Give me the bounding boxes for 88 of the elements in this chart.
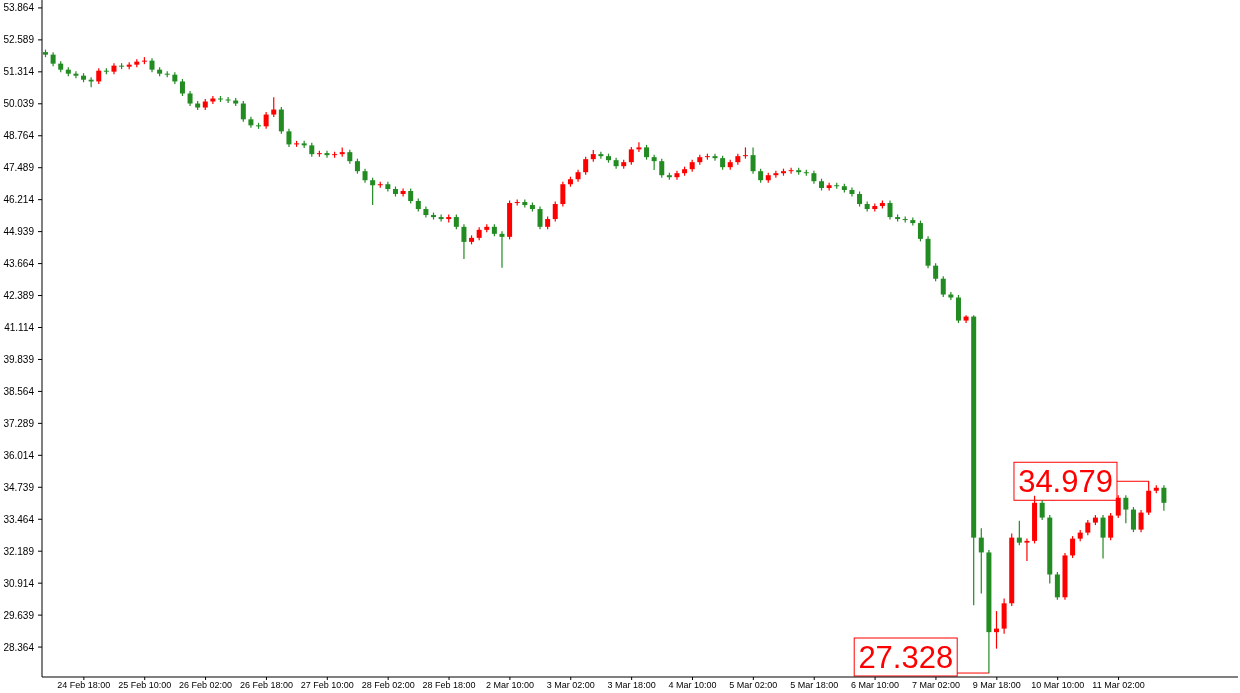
candlestick xyxy=(552,200,558,223)
y-tick-label: 38.564 xyxy=(3,385,35,397)
y-tick-label: 44.939 xyxy=(3,226,35,238)
candlestick xyxy=(1070,535,1076,559)
candlestick xyxy=(1016,520,1022,546)
candlestick xyxy=(438,213,444,223)
x-tick-label: 25 Feb 10:00 xyxy=(118,680,172,691)
x-tick-label: 24 Feb 18:00 xyxy=(57,680,111,691)
y-tick-label: 36.014 xyxy=(3,449,35,461)
y-tick-label: 48.764 xyxy=(3,130,35,142)
x-tick-label: 26 Feb 18:00 xyxy=(239,680,293,691)
candlestick xyxy=(636,141,642,153)
candlestick xyxy=(955,294,961,324)
candlestick xyxy=(324,150,330,159)
candlestick xyxy=(73,70,79,79)
candlestick xyxy=(978,527,984,595)
y-tick-label: 42.389 xyxy=(3,290,35,302)
candlestick xyxy=(499,230,505,269)
x-tick-label: 26 Feb 02:00 xyxy=(179,680,233,691)
candlestick xyxy=(537,205,543,230)
candlestick xyxy=(1054,571,1060,601)
candlestick xyxy=(1115,494,1121,519)
candlestick xyxy=(917,219,923,242)
candlestick xyxy=(271,96,277,118)
y-tick-label: 47.489 xyxy=(3,162,35,174)
x-tick-label: 7 Mar 02:00 xyxy=(911,680,960,691)
candlestick xyxy=(887,199,893,221)
y-tick-label: 34.739 xyxy=(3,481,35,493)
candlestick xyxy=(1100,514,1106,560)
y-tick-label: 33.464 xyxy=(3,513,35,525)
y-tick-label: 28.364 xyxy=(3,641,35,653)
y-tick-label: 39.839 xyxy=(3,353,35,365)
candlestick xyxy=(1146,480,1152,516)
y-tick-label: 50.039 xyxy=(3,98,35,110)
candlestick xyxy=(773,170,779,179)
candlestick xyxy=(788,167,794,175)
x-tick-label: 3 Mar 18:00 xyxy=(607,680,656,691)
candlestick xyxy=(598,151,604,160)
candlestick xyxy=(849,186,855,198)
candlestick xyxy=(370,177,376,206)
annotation: 27.328 xyxy=(858,640,954,675)
x-tick-label: 28 Feb 02:00 xyxy=(361,680,415,691)
candlestick xyxy=(240,100,246,123)
x-tick-label: 5 Mar 02:00 xyxy=(729,680,778,691)
x-tick-label: 28 Feb 18:00 xyxy=(422,680,476,691)
x-tick-label: 3 Mar 02:00 xyxy=(546,680,595,691)
y-tick-label: 41.114 xyxy=(4,322,35,333)
y-tick-label: 53.864 xyxy=(3,2,35,14)
candlestick xyxy=(1130,506,1136,533)
y-tick-label: 52.589 xyxy=(3,34,35,46)
x-tick-label: 2 Mar 10:00 xyxy=(485,680,534,691)
candlestick xyxy=(400,187,406,198)
candlestick xyxy=(659,158,665,179)
x-tick-label: 27 Feb 10:00 xyxy=(300,680,354,691)
candlestick xyxy=(583,156,589,176)
annotation: 34.979 xyxy=(1018,464,1113,500)
candlestick xyxy=(1108,512,1114,541)
candlestick xyxy=(225,96,231,104)
y-tick-label: 32.189 xyxy=(3,545,35,557)
candlestick xyxy=(948,291,954,301)
candlestick xyxy=(210,95,216,105)
y-tick-label: 51.314 xyxy=(3,66,35,78)
candlestick xyxy=(560,181,566,208)
candlestick xyxy=(940,275,946,298)
x-tick-label: 6 Mar 10:00 xyxy=(851,680,900,691)
candlestick xyxy=(1138,509,1144,533)
candlestick xyxy=(278,106,284,135)
y-tick-label: 43.664 xyxy=(3,258,35,270)
candlestick xyxy=(1161,484,1167,512)
x-tick-label: 5 Mar 18:00 xyxy=(790,680,839,691)
y-tick-label: 37.289 xyxy=(3,417,35,429)
x-tick-label: 10 Mar 10:00 xyxy=(1031,680,1085,691)
candlestick xyxy=(1039,499,1045,521)
candlestick xyxy=(1123,494,1129,524)
candlestick xyxy=(461,223,467,260)
candlestick xyxy=(933,262,939,282)
candlestick xyxy=(712,153,718,162)
candlestick xyxy=(286,128,292,148)
y-tick-label: 46.214 xyxy=(3,194,35,206)
candlestick xyxy=(750,146,756,175)
y-tick-label: 29.639 xyxy=(3,609,35,621)
x-tick-label: 9 Mar 18:00 xyxy=(972,680,1021,691)
x-tick-label: 11 Mar 02:00 xyxy=(1092,680,1145,691)
y-tick-label: 30.914 xyxy=(3,577,35,589)
candlestick xyxy=(674,170,680,181)
x-tick-label: 4 Mar 10:00 xyxy=(668,680,717,691)
candlestick xyxy=(1024,537,1030,562)
candlestick xyxy=(651,154,657,171)
